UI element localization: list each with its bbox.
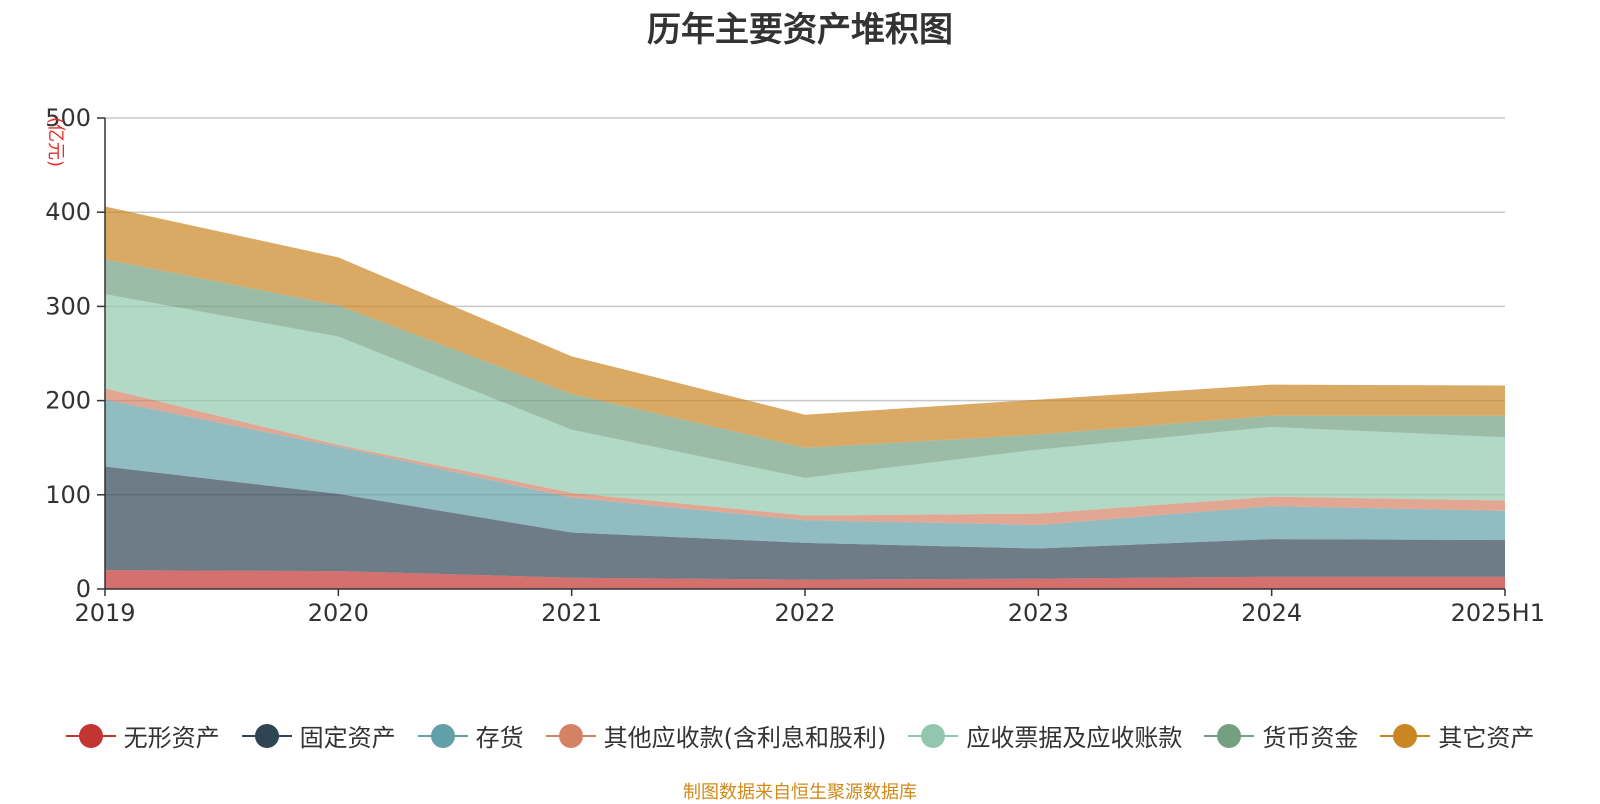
source-note: 制图数据来自恒生聚源数据库 xyxy=(683,782,917,803)
x-tick-label: 2022 xyxy=(774,599,835,627)
legend-label: 固定资产 xyxy=(299,724,396,752)
y-tick-label: 400 xyxy=(45,198,91,226)
legend-marker-icon xyxy=(1204,723,1255,748)
chart-title: 历年主要资产堆积图 xyxy=(647,10,953,50)
legend-marker-icon xyxy=(65,723,116,748)
x-tick-label: 2020 xyxy=(308,599,369,627)
legend-item[interactable]: 应收票据及应收账款 xyxy=(908,718,1182,753)
legend-marker-icon xyxy=(241,723,292,748)
legend-label: 应收票据及应收账款 xyxy=(966,724,1183,752)
legend-label: 货币资金 xyxy=(1262,724,1359,752)
y-tick-label: 200 xyxy=(45,387,91,415)
area-series-2[interactable] xyxy=(105,399,1505,549)
area-series-0[interactable] xyxy=(105,570,1505,589)
y-tick-label: 0 xyxy=(76,575,91,603)
legend-label: 其他应收款(含利息和股利) xyxy=(603,724,887,752)
legend-marker-icon xyxy=(417,723,468,748)
y-tick-label: 100 xyxy=(45,481,91,509)
legend: 无形资产 固定资产 存货 其他应收款(含利息和股利) 应收票据及应收账款 货币资金 其它资产 xyxy=(0,718,1600,753)
area-series-group xyxy=(105,206,1505,589)
legend-item[interactable]: 固定资产 xyxy=(241,718,396,753)
legend-item[interactable]: 其他应收款(含利息和股利) xyxy=(545,718,887,753)
area-series-4[interactable] xyxy=(105,294,1505,516)
legend-label: 其它资产 xyxy=(1438,724,1535,752)
y-axis-unit-label: (亿元) xyxy=(45,117,66,167)
legend-marker-icon xyxy=(908,723,959,748)
area-series-1[interactable] xyxy=(105,466,1505,580)
legend-label: 无形资产 xyxy=(123,724,220,752)
axes: 0 100 200 300 400 500 2019 2020 2021 2022 2023 2024… xyxy=(45,104,1545,627)
legend-item[interactable]: 存货 xyxy=(417,718,524,753)
legend-marker-icon xyxy=(1380,723,1431,748)
y-tick-label: 300 xyxy=(45,292,91,320)
legend-item[interactable]: 货币资金 xyxy=(1204,718,1358,753)
x-tick-label: 2021 xyxy=(541,599,602,627)
area-series-3[interactable] xyxy=(105,388,1505,525)
x-tick-label: 2024 xyxy=(1241,599,1302,627)
legend-item[interactable]: 无形资产 xyxy=(65,718,220,753)
x-tick-label: 2019 xyxy=(74,599,135,627)
x-tick-label: 2023 xyxy=(1008,599,1069,627)
legend-label: 存货 xyxy=(475,724,524,752)
y-tick-label: 500 xyxy=(45,104,91,132)
legend-item[interactable]: 其它资产 xyxy=(1380,718,1534,753)
legend-marker-icon xyxy=(545,723,596,748)
x-tick-label: 2025H1 xyxy=(1451,599,1545,627)
